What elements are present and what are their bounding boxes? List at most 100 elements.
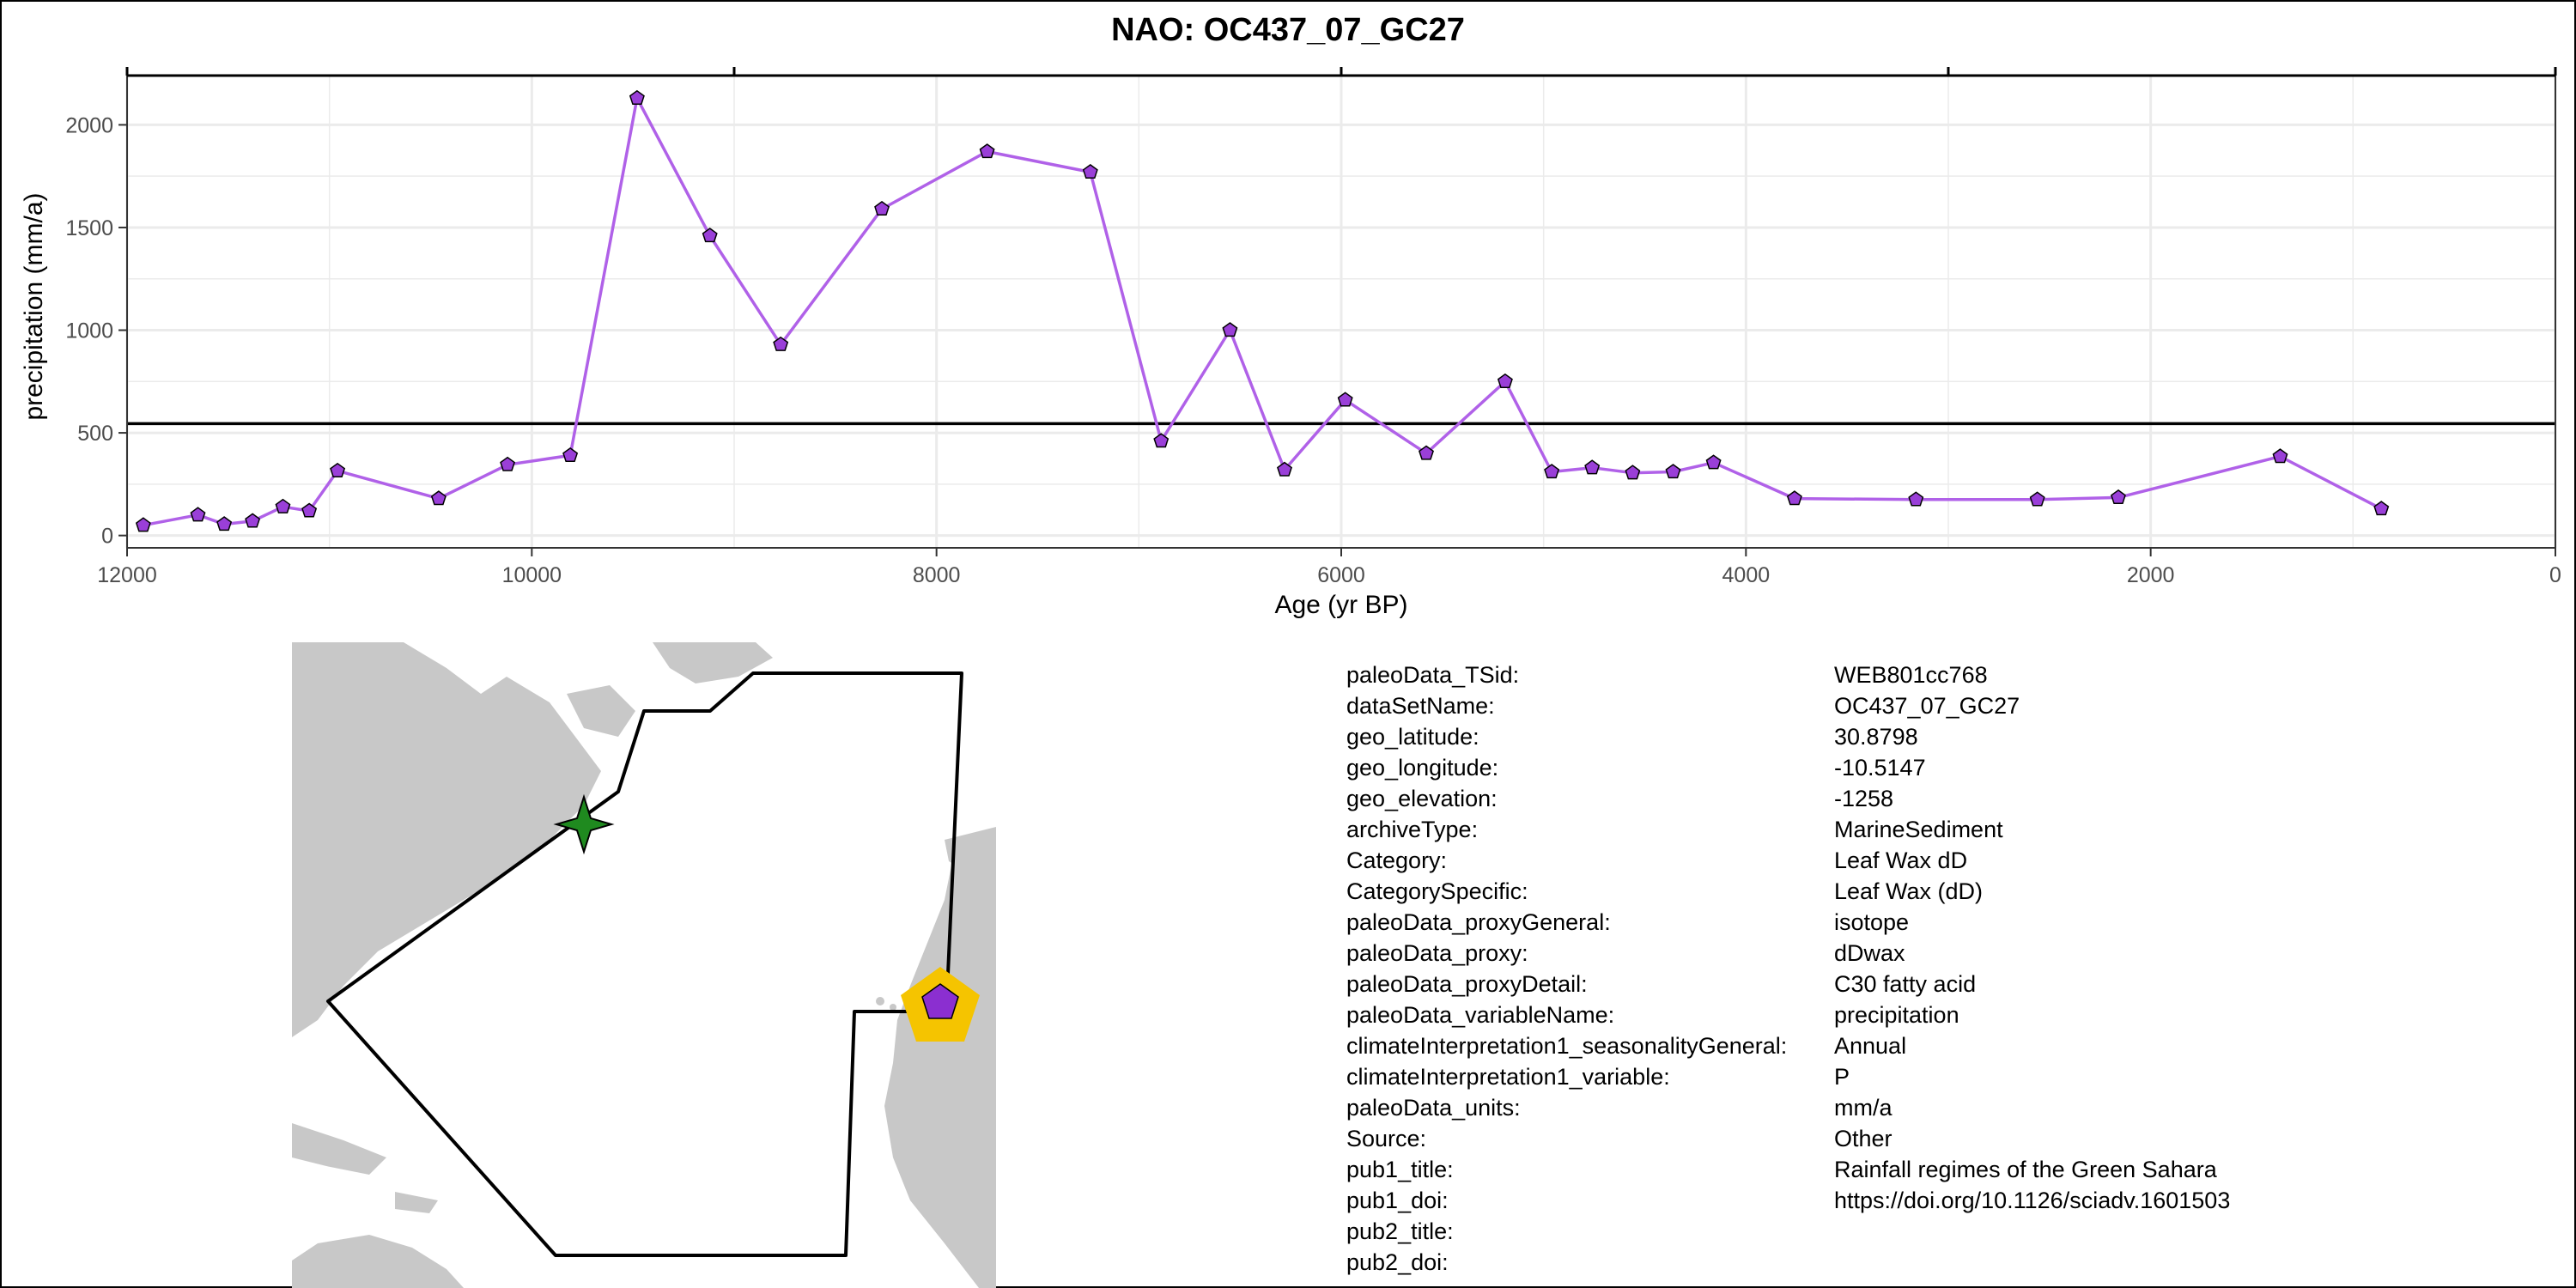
data-point [190,507,206,522]
data-point [1337,392,1353,407]
metadata-key: Category: [1346,848,1448,873]
site-marker-pentagon [921,983,959,1019]
metadata-value: Rainfall regimes of the Green Sahara [1834,1157,2217,1182]
metadata-key: paleoData_TSid: [1346,662,1520,688]
data-point [2029,491,2045,507]
metadata-key: geo_latitude: [1346,724,1479,750]
y-tick-label: 1000 [65,319,113,343]
data-point [1153,433,1170,448]
metadata-row: geo_longitude: -10.5147 [1346,752,2230,783]
metadata-row: Category: Leaf Wax dD [1346,845,2230,876]
data-point [1625,465,1641,480]
metadata-value: Other [1834,1126,1893,1151]
metadata-row: CategorySpecific: Leaf Wax (dD) [1346,876,2230,907]
metadata-key: geo_elevation: [1346,786,1498,811]
x-tick-label: 8000 [913,563,961,587]
metadata-key: geo_longitude: [1346,755,1499,781]
metadata-key: paleoData_units: [1346,1095,1521,1121]
metadata-key: archiveType: [1346,817,1479,842]
data-point [979,143,995,159]
data-point [1497,373,1513,388]
metadata-key: pub2_doi: [1346,1249,1449,1275]
land-canary-1 [876,997,884,1005]
metadata-value: OC437_07_GC27 [1834,693,2020,719]
metadata-value: isotope [1834,909,1910,935]
land-north-america [292,642,601,1037]
data-point [1222,322,1238,337]
data-point [773,336,789,351]
land-south-america [292,1235,464,1288]
metadata-value: precipitation [1834,1002,1959,1028]
metadata-value: dDwax [1834,940,1905,966]
data-point [1277,461,1292,477]
y-tick-label: 1500 [65,216,113,240]
metadata-row: paleoData_proxy: dDwax [1346,938,2230,969]
data-point [1705,454,1722,470]
metadata-key: CategorySpecific: [1346,878,1528,904]
data-point [245,513,261,528]
metadata-key: paleoData_proxyDetail: [1346,971,1588,997]
x-tick-label: 12000 [97,563,157,587]
metadata-value: https://doi.org/10.1126/sciadv.1601503 [1834,1188,2231,1213]
metadata-row: paleoData_TSid: WEB801cc768 [1346,659,2230,690]
metadata-row: paleoData_variableName: precipitation [1346,999,2230,1030]
data-point [301,502,318,518]
y-tick-label: 0 [101,525,113,549]
metadata-value: WEB801cc768 [1834,662,1988,688]
data-point [1544,464,1560,479]
data-point [1082,163,1098,179]
metadata-key: climateInterpretation1_variable: [1346,1064,1670,1090]
land-iberia [945,827,996,874]
x-tick-label: 0 [2549,563,2561,587]
data-point [135,517,151,532]
metadata-row: climateInterpretation1_variable: P [1346,1061,2230,1092]
data-point [275,498,291,513]
metadata-value: 30.8798 [1834,724,1918,750]
location-map [292,642,996,1288]
data-point [2272,448,2288,464]
land-africa [884,848,996,1288]
metadata-row: dataSetName: OC437_07_GC27 [1346,690,2230,721]
metadata-row: paleoData_proxyDetail: C30 fatty acid [1346,969,2230,999]
metadata-value: Leaf Wax (dD) [1834,878,1984,904]
metadata-row: paleoData_proxyGeneral: isotope [1346,907,2230,938]
data-point [562,447,579,463]
data-point [430,490,447,506]
region-boundary [326,671,963,1257]
metadata-row: climateInterpretation1_seasonalityGenera… [1346,1030,2230,1061]
metadata-value: P [1834,1064,1850,1090]
data-point [2373,501,2390,516]
metadata-row: geo_elevation: -1258 [1346,783,2230,814]
x-tick-label: 2000 [2127,563,2175,587]
metadata-row: Source: Other [1346,1123,2230,1154]
metadata-key: paleoData_proxyGeneral: [1346,909,1611,935]
metadata-value: Leaf Wax dD [1834,848,1968,873]
metadata-value: mm/a [1834,1095,1893,1121]
data-point [1908,491,1924,507]
metadata-row: pub1_title: Rainfall regimes of the Green… [1346,1154,2230,1185]
metadata-row: pub2_title: [1346,1216,2230,1247]
metadata-key: pub1_doi: [1346,1188,1449,1213]
x-tick-label: 6000 [1317,563,1365,587]
metadata-row: paleoData_units: mm/a [1346,1092,2230,1123]
metadata-key: pub1_title: [1346,1157,1454,1182]
star-icon [553,793,615,855]
metadata-key: dataSetName: [1346,693,1495,719]
data-point [330,462,346,477]
metadata-row: pub2_doi: [1346,1247,2230,1278]
metadata-table: paleoData_TSid: WEB801cc768 dataSetName: OC… [1346,659,2230,1278]
metadata-row: pub1_doi: https://doi.org/10.1126/sciadv.… [1346,1185,2230,1216]
metadata-value: C30 fatty acid [1834,971,1977,997]
metadata-key: paleoData_proxy: [1346,940,1528,966]
data-point [874,200,890,216]
land-canary-2 [890,1004,896,1011]
metadata-key: climateInterpretation1_seasonalityGenera… [1346,1033,1788,1059]
data-point [1584,459,1601,475]
data-point [500,456,515,471]
chart-title: NAO: OC437_07_GC27 [1111,12,1465,48]
metadata-value: Annual [1834,1033,1907,1059]
land-caribbean [292,1123,438,1213]
land-greenland [653,642,773,683]
x-axis-label: Age (yr BP) [1274,591,1408,619]
